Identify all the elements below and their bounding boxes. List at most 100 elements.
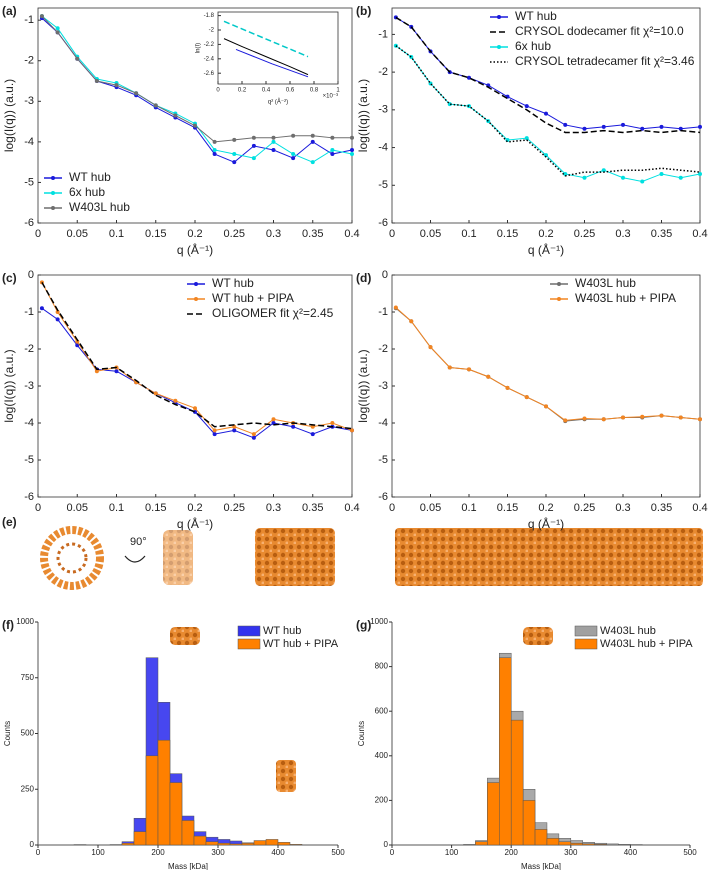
data-point [659,124,664,129]
legend-marker [497,15,501,19]
icon [170,627,200,645]
data-point [467,75,471,80]
x-tick-label: 0.15 [145,502,166,514]
data-point [601,168,606,173]
data-point [271,139,276,144]
x-tick-label: 0 [35,228,41,240]
data-point [39,306,44,311]
panel-label: (g) [356,618,371,632]
x-tick-label: 300 [564,848,578,857]
legend-swatch [237,638,261,650]
data-point [350,428,354,433]
x-tick-label: 0.25 [574,502,595,514]
histogram-bar [546,838,560,846]
x-tick-label: 0.25 [574,228,595,240]
legend-label: OLIGOMER fit χ²=2.45 [212,306,334,320]
x-tick-label: 0 [389,502,395,514]
data-point [114,369,119,374]
x-axis-label: q (Å⁻¹) [177,516,213,531]
y-tick-label: -4 [378,141,388,153]
legend-label: CRYSOL tetradecamer fit χ²=3.46 [515,54,695,68]
data-point [601,124,606,129]
data-point [232,424,237,429]
legend-marker [557,282,561,286]
protein-top-view [40,526,104,590]
x-tick-label: 0.8 [310,88,319,94]
y-tick-label: -3 [24,95,34,107]
x-tick-label: 0.05 [67,502,88,514]
data-point [251,156,256,161]
data-point [94,369,99,374]
data-point [678,126,683,131]
histogram-bar [510,719,524,846]
histogram-bar [121,842,135,846]
data-point [153,391,158,396]
histogram-bar [606,843,619,846]
y-tick-label: -2 [209,28,215,34]
y-tick-label: 0 [28,269,34,281]
data-point [251,432,256,437]
data-point [291,424,296,429]
legend-label: W403L hub + PIPA [600,638,693,650]
data-point [310,432,315,437]
y-tick-label: -5 [24,176,34,188]
y-tick-label: -3 [24,380,34,392]
data-point [447,365,452,370]
x-tick-label: 100 [91,848,105,857]
x-tick-label: 0.6 [286,88,295,94]
data-point [350,152,354,157]
x-tick-label: 500 [331,848,345,857]
y-tick-label: -5 [24,454,34,466]
x-tick-label: 0.3 [615,228,630,240]
y-tick-label: -5 [378,179,388,191]
histogram-bar [522,800,536,846]
y-tick-label: -2.4 [204,56,215,62]
data-point [582,126,587,131]
x-multiplier: ×10⁻³ [323,94,338,100]
x-tick-label: 0.4 [344,502,359,514]
data-point [251,135,256,140]
data-point [640,179,645,184]
y-tick-label: -4 [24,417,34,429]
data-point [582,416,587,421]
data-point [409,319,414,324]
series-line [235,48,309,78]
legend-marker [497,45,501,49]
y-tick-label: 500 [21,729,35,738]
data-point [659,413,664,418]
y-tick-label: -2 [378,343,388,355]
x-axis-label: q (Å⁻¹) [528,516,564,531]
y-tick-label: -5 [378,454,388,466]
data-point [153,103,158,108]
data-point [271,147,276,152]
data-point [173,398,178,403]
legend-label: WT hub + PIPA [263,638,339,650]
data-point [640,414,645,419]
series-line [223,38,309,76]
panel-label: (d) [356,271,371,285]
data-point [524,395,529,400]
x-tick-label: 0.3 [615,502,630,514]
x-tick-label: 200 [505,848,519,857]
histogram-bar [582,843,595,846]
protein-side-view [163,530,193,585]
y-tick-label: -1 [24,306,34,318]
x-axis-label: Mass [kDa] [168,862,208,870]
histogram-bar [133,831,147,846]
data-point [232,137,237,142]
y-tick-label: -2.2 [204,42,215,48]
x-axis-label: Mass [kDa] [521,862,561,870]
x-axis-label: q (Å⁻¹) [177,242,213,257]
histogram-bar [265,839,279,846]
data-point [134,91,139,96]
legend-label: WT hub [212,276,254,290]
y-tick-label: -1 [378,28,388,40]
histogram-bar [193,835,207,846]
data-point [544,404,548,409]
legend-marker [194,297,198,301]
panel-label: (c) [2,271,17,285]
histogram-bar [145,755,159,846]
data-point [212,428,217,433]
histogram-bar [475,841,488,846]
